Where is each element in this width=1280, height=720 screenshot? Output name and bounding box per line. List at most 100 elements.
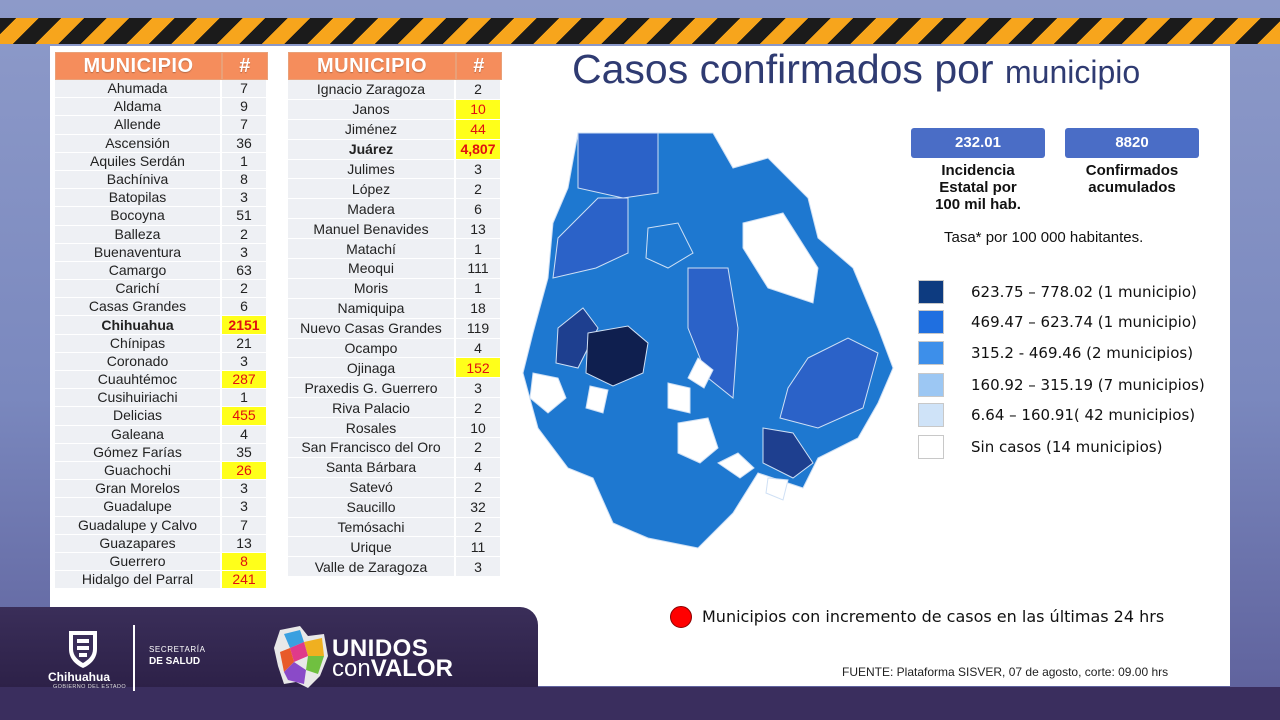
table-row: Janos 10 [288, 99, 502, 120]
secretaria-line2: DE SALUD [149, 656, 201, 667]
municipio-name: Namiquipa [288, 298, 456, 319]
case-count: 10 [456, 418, 502, 439]
table-row: Temósachi 2 [288, 517, 502, 538]
map-region-jimenez [762, 427, 814, 479]
map-region-sin-casos-2 [687, 357, 714, 389]
table-row: San Francisco del Oro 2 [288, 438, 502, 458]
map-region-sin-casos-6 [529, 372, 567, 414]
map-region-sin-casos-8 [765, 477, 789, 501]
case-count: 44 [456, 119, 502, 140]
case-count: 3 [222, 243, 268, 262]
table-row: Balleza 2 [55, 225, 268, 244]
municipio-name: Chínipas [55, 334, 222, 353]
municipio-name: Aldama [55, 98, 222, 117]
municipio-name: Gómez Farías [55, 443, 222, 462]
table-row: Buenaventura 3 [55, 243, 268, 262]
municipio-name: Guazapares [55, 534, 222, 553]
case-count: 2151 [222, 316, 268, 335]
municipio-name: Chihuahua [55, 316, 222, 335]
table-row: Jiménez 44 [288, 119, 502, 140]
case-count: 4,807 [456, 139, 502, 160]
table-row: Aldama 9 [55, 98, 268, 117]
table-row: Namiquipa 18 [288, 298, 502, 319]
municipio-name: Bachíniva [55, 170, 222, 190]
municipio-name: Gran Morelos [55, 480, 222, 499]
case-count: 287 [222, 371, 268, 390]
municipio-table-left: MUNICIPIO # Ahumada 7 Aldama 9 Allende 7 Ascen… [55, 52, 268, 590]
legend-swatch [918, 435, 944, 459]
municipio-name: Saucillo [288, 497, 456, 518]
case-count: 2 [456, 438, 502, 458]
case-count: 6 [456, 199, 502, 220]
unidos-valor: VALOR [370, 655, 453, 682]
table-row: Guadalupe 3 [55, 498, 268, 517]
table-row: Camargo 63 [55, 261, 268, 281]
title-small: municipio [1004, 54, 1141, 90]
incidence-value-box: 232.01 [911, 128, 1045, 158]
government-name: Chihuahua [48, 670, 110, 684]
case-count: 1 [222, 152, 268, 171]
municipio-name: Valle de Zaragoza [288, 557, 456, 578]
case-count: 4 [222, 425, 268, 444]
incidence-label-line1: Incidencia [941, 162, 1015, 179]
case-count: 455 [222, 407, 268, 426]
government-subtitle: GOBIERNO DEL ESTADO [53, 684, 127, 690]
case-count: 63 [222, 261, 268, 281]
case-count: 13 [456, 219, 502, 240]
municipio-name: Galeana [55, 425, 222, 444]
case-count: 10 [456, 99, 502, 120]
municipio-name: Guadalupe [55, 498, 222, 517]
map-region-chihuahua [585, 325, 649, 387]
chihuahua-choropleth-map [522, 132, 894, 549]
municipio-name: Hidalgo del Parral [55, 571, 222, 590]
case-count: 7 [222, 516, 268, 535]
case-count: 119 [456, 318, 502, 339]
municipio-name: Coronado [55, 352, 222, 371]
municipio-name: Buenaventura [55, 243, 222, 262]
municipio-name: Jiménez [288, 119, 456, 140]
municipio-name: Janos [288, 99, 456, 120]
table-row: Cuauhtémoc 287 [55, 371, 268, 390]
table-row: Batopilas 3 [55, 189, 268, 208]
case-count: 3 [222, 480, 268, 499]
municipio-name: Madera [288, 199, 456, 220]
case-count: 9 [222, 98, 268, 117]
case-count: 11 [456, 537, 502, 558]
municipio-name: San Francisco del Oro [288, 438, 456, 458]
case-count: 241 [222, 571, 268, 590]
case-count: 8 [222, 170, 268, 190]
map-region-sin-casos-1 [742, 212, 819, 304]
map-region-janos [577, 132, 659, 199]
table-row: Guerrero 8 [55, 552, 268, 572]
legend-label: Sin casos (14 municipios) [971, 438, 1163, 456]
municipio-name: Delicias [55, 407, 222, 426]
case-count: 7 [222, 116, 268, 135]
table-row: Bocoyna 51 [55, 207, 268, 226]
table-row: Gran Morelos 3 [55, 480, 268, 499]
municipio-name: Praxedis G. Guerrero [288, 378, 456, 399]
table-row: Santa Bárbara 4 [288, 457, 502, 478]
map-region-sin-casos-4 [677, 417, 719, 464]
case-count: 1 [456, 239, 502, 260]
municipio-name: Matachí [288, 239, 456, 260]
case-count: 2 [456, 517, 502, 538]
municipio-name: Guadalupe y Calvo [55, 516, 222, 535]
table-row: Rosales 10 [288, 418, 502, 439]
table-row: Ignacio Zaragoza 2 [288, 80, 502, 100]
municipio-name: Ignacio Zaragoza [288, 80, 456, 100]
table-row: Gómez Farías 35 [55, 443, 268, 462]
column-header-count: # [456, 52, 502, 80]
footer-divider [133, 625, 135, 691]
table-row: Galeana 4 [55, 425, 268, 444]
table-row: Ahumada 7 [55, 80, 268, 99]
table-row: Bachíniva 8 [55, 170, 268, 190]
table-row: Cusihuiriachi 1 [55, 389, 268, 408]
title-main: Casos confirmados por [572, 46, 994, 92]
map-region-sin-casos-5 [717, 452, 755, 479]
hazard-stripe-banner [0, 18, 1280, 44]
table-row: Valle de Zaragoza 3 [288, 557, 502, 578]
municipio-name: Satevó [288, 477, 456, 498]
municipio-name: Bocoyna [55, 207, 222, 226]
increment-note-text: Municipios con incremento de casos en la… [702, 607, 1165, 626]
case-count: 2 [456, 477, 502, 498]
